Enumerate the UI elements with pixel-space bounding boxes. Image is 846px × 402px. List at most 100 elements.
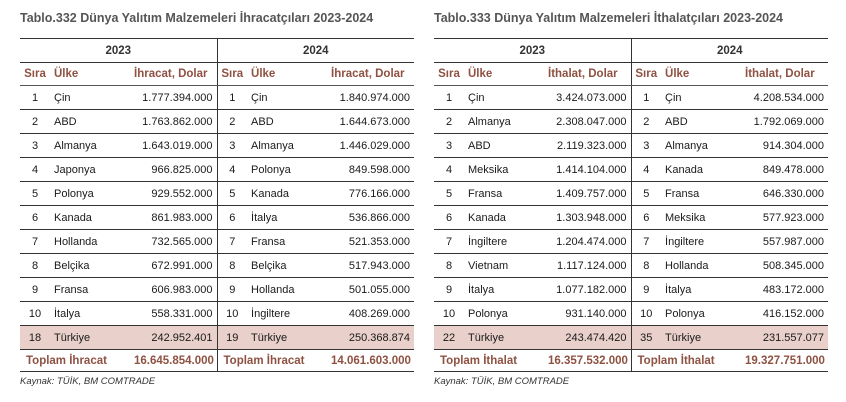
export-panel: Tablo.332 Dünya Yalıtım Malzemeleri İhra… bbox=[20, 0, 415, 388]
rank-cell: 8 bbox=[434, 253, 464, 278]
value-cell: 1.644.673.000 bbox=[327, 109, 415, 134]
rank-cell: 35 bbox=[631, 325, 662, 350]
rank-cell: 4 bbox=[217, 157, 248, 182]
country-cell: Hollanda bbox=[50, 229, 130, 254]
rank-cell: 7 bbox=[20, 229, 50, 254]
country-cell: Türkiye bbox=[247, 325, 328, 350]
value-cell: 929.552.000 bbox=[130, 181, 218, 206]
year-header-row: 2023 2024 bbox=[434, 38, 829, 63]
total-row: Toplam İhracat 16.645.854.000 Toplam İhrac… bbox=[20, 349, 415, 372]
total-row: Toplam İthalat 16.357.532.000 Toplam İthal… bbox=[434, 349, 829, 372]
country-cell: Meksika bbox=[661, 205, 742, 230]
rank-cell: 2 bbox=[631, 109, 662, 134]
country-cell: Japonya bbox=[50, 157, 130, 182]
value-cell: 1.303.948.000 bbox=[544, 205, 632, 230]
rank-cell: 1 bbox=[20, 85, 50, 110]
table-row: 1 Çin 3.424.073.000 1 Çin 4.208.534.000 bbox=[434, 85, 829, 110]
value-cell: 416.152.000 bbox=[741, 301, 829, 326]
value-cell: 1.792.069.000 bbox=[741, 109, 829, 134]
total-value: 19.327.751.000 bbox=[741, 349, 829, 372]
rank-cell: 6 bbox=[434, 205, 464, 230]
rank-cell: 6 bbox=[217, 205, 248, 230]
country-cell: Fransa bbox=[247, 229, 328, 254]
value-cell: 1.204.474.000 bbox=[544, 229, 632, 254]
value-cell: 646.330.000 bbox=[741, 181, 829, 206]
rank-column-header: Sıra bbox=[217, 62, 248, 86]
rank-cell: 3 bbox=[434, 133, 464, 158]
table-row: 1 Çin 1.777.394.000 1 Çin 1.840.974.000 bbox=[20, 85, 415, 110]
table-row: 5 Fransa 1.409.757.000 5 Fransa 646.330.000 bbox=[434, 181, 829, 206]
table-row: 6 Kanada 861.983.000 6 İtalya 536.866.000 bbox=[20, 205, 415, 230]
country-column-header: Ülke bbox=[247, 62, 328, 86]
rank-cell: 8 bbox=[20, 253, 50, 278]
data-table: 2023 2024 Sıra Ülke İthalat, Dolar Sıra Ülke İt… bbox=[434, 38, 829, 372]
value-cell: 1.117.124.000 bbox=[544, 253, 632, 278]
country-cell: Polonya bbox=[464, 301, 544, 326]
value-cell: 536.866.000 bbox=[327, 205, 415, 230]
value-cell: 966.825.000 bbox=[130, 157, 218, 182]
rank-cell: 1 bbox=[217, 85, 248, 110]
table-row: 8 Vietnam 1.117.124.000 8 Hollanda 508.345.00… bbox=[434, 253, 829, 278]
year-header-row: 2023 2024 bbox=[20, 38, 415, 63]
rank-cell: 6 bbox=[631, 205, 662, 230]
total-label: Toplam İhracat bbox=[20, 349, 130, 372]
table-row: 7 Hollanda 732.565.000 7 Fransa 521.353.000 bbox=[20, 229, 415, 254]
rank-cell: 4 bbox=[631, 157, 662, 182]
country-cell: Kanada bbox=[247, 181, 328, 206]
rank-cell: 18 bbox=[20, 325, 50, 350]
country-cell: İngiltere bbox=[661, 229, 742, 254]
rank-cell: 10 bbox=[631, 301, 662, 326]
value-cell: 521.353.000 bbox=[327, 229, 415, 254]
value-cell: 242.952.401 bbox=[130, 325, 218, 350]
source-note: Kaynak: TÜİK, BM COMTRADE bbox=[434, 376, 570, 387]
country-cell: İtalya bbox=[464, 277, 544, 302]
value-cell: 408.269.000 bbox=[327, 301, 415, 326]
value-cell: 2.308.047.000 bbox=[544, 109, 632, 134]
table-row: 6 Kanada 1.303.948.000 6 Meksika 577.923.000 bbox=[434, 205, 829, 230]
rank-cell: 9 bbox=[631, 277, 662, 302]
value-cell: 606.983.000 bbox=[130, 277, 218, 302]
country-cell: Belçika bbox=[50, 253, 130, 278]
country-cell: Çin bbox=[661, 85, 742, 110]
value-cell: 483.172.000 bbox=[741, 277, 829, 302]
table-title: Tablo.333 Dünya Yalıtım Malzemeleri İtha… bbox=[434, 11, 784, 25]
table-row: 2 Almanya 2.308.047.000 2 ABD 1.792.069.000 bbox=[434, 109, 829, 134]
value-cell: 672.991.000 bbox=[130, 253, 218, 278]
column-header-row: Sıra Ülke İthalat, Dolar Sıra Ülke İthalat, D… bbox=[434, 62, 829, 86]
rank-cell: 8 bbox=[217, 253, 248, 278]
rank-cell: 19 bbox=[217, 325, 248, 350]
rank-cell: 4 bbox=[434, 157, 464, 182]
rank-cell: 3 bbox=[20, 133, 50, 158]
value-cell: 849.598.000 bbox=[327, 157, 415, 182]
value-cell: 861.983.000 bbox=[130, 205, 218, 230]
table-row: 5 Polonya 929.552.000 5 Kanada 776.166.000 bbox=[20, 181, 415, 206]
data-table: 2023 2024 Sıra Ülke İhracat, Dolar Sıra Ülke İh… bbox=[20, 38, 415, 372]
value-cell: 231.557.077 bbox=[741, 325, 829, 350]
country-cell: Polonya bbox=[247, 157, 328, 182]
country-cell: İtalya bbox=[661, 277, 742, 302]
rank-cell: 22 bbox=[434, 325, 464, 350]
country-cell: İngiltere bbox=[464, 229, 544, 254]
total-label: Toplam İthalat bbox=[434, 349, 544, 372]
value-cell: 931.140.000 bbox=[544, 301, 632, 326]
table-row: 4 Meksika 1.414.104.000 4 Kanada 849.478.000 bbox=[434, 157, 829, 182]
country-column-header: Ülke bbox=[464, 62, 544, 86]
column-header-row: Sıra Ülke İhracat, Dolar Sıra Ülke İhracat, D… bbox=[20, 62, 415, 86]
rank-cell: 5 bbox=[631, 181, 662, 206]
table-row: 2 ABD 1.763.862.000 2 ABD 1.644.673.000 bbox=[20, 109, 415, 134]
value-cell: 1.840.974.000 bbox=[327, 85, 415, 110]
rank-cell: 10 bbox=[217, 301, 248, 326]
table-row: 3 ABD 2.119.323.000 3 Almanya 914.304.000 bbox=[434, 133, 829, 158]
country-cell: Hollanda bbox=[247, 277, 328, 302]
value-cell: 1.409.757.000 bbox=[544, 181, 632, 206]
value-cell: 1.446.029.000 bbox=[327, 133, 415, 158]
country-cell: Fransa bbox=[661, 181, 742, 206]
rank-cell: 9 bbox=[434, 277, 464, 302]
value-column-header: İthalat, Dolar bbox=[544, 62, 632, 86]
country-cell: Kanada bbox=[661, 157, 742, 182]
country-cell: Vietnam bbox=[464, 253, 544, 278]
total-label: Toplam İhracat bbox=[217, 349, 328, 372]
turkiye-row: 22 Türkiye 243.474.420 35 Türkiye 231.557.077 bbox=[434, 325, 829, 350]
total-value: 16.357.532.000 bbox=[544, 349, 632, 372]
rank-cell: 10 bbox=[434, 301, 464, 326]
